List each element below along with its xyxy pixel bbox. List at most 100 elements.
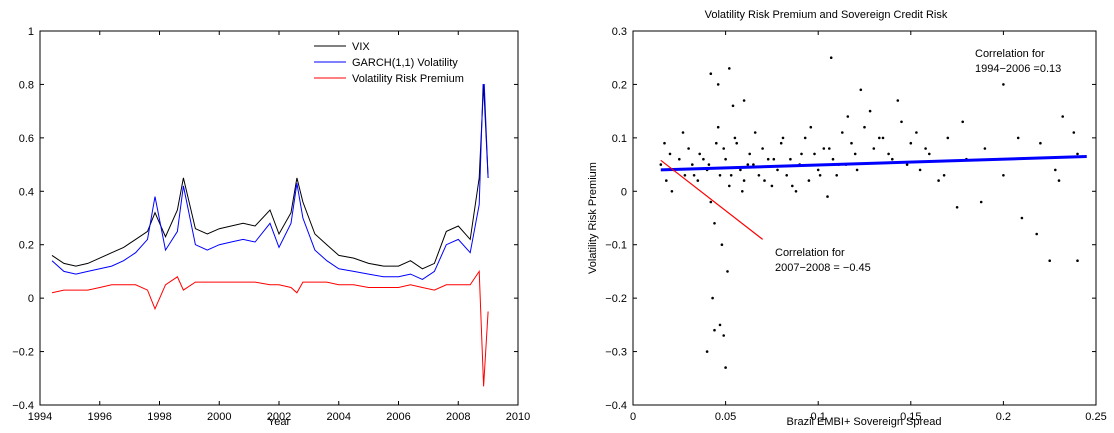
scatter-point xyxy=(826,195,829,198)
scatter-point xyxy=(868,109,872,113)
scatter-point xyxy=(683,174,687,177)
y-tick-label: 0.1 xyxy=(612,133,627,145)
right-trend-lines xyxy=(660,155,1087,240)
scatter-point xyxy=(1002,83,1005,86)
scatter-point xyxy=(928,152,931,156)
right-y-axis-label: Volatility Risk Premium xyxy=(587,162,599,274)
scatter-point xyxy=(924,147,927,150)
scatter-point xyxy=(728,67,731,70)
scatter-point xyxy=(715,141,718,145)
x-tick-label: 1998 xyxy=(147,411,171,423)
scatter-point xyxy=(983,147,987,150)
scatter-point xyxy=(785,174,788,177)
scatter-point xyxy=(729,174,733,177)
scatter-point xyxy=(741,190,744,193)
scatter-point xyxy=(946,136,950,140)
scatter-point xyxy=(709,72,713,75)
left-line-chart: 1994 1996 1998 2000 2002 2004 2006 2008 2010 −0.4… xyxy=(12,26,530,428)
scatter-point xyxy=(881,136,885,140)
scatter-point xyxy=(742,179,746,182)
trend-line-1994-2006 xyxy=(660,155,1087,172)
scatter-point xyxy=(681,131,685,134)
scatter-point xyxy=(687,147,690,150)
right-x-axis-label: Brazil EMBI+ Sovereign Spread xyxy=(787,416,942,428)
right-plot-area xyxy=(633,31,1096,405)
x-tick-label: 0.1 xyxy=(811,411,826,423)
annotation-red-line1: Correlation for xyxy=(775,247,845,259)
scatter-point xyxy=(835,174,838,177)
scatter-point xyxy=(779,141,783,145)
scatter-point xyxy=(692,174,696,177)
y-tick-label: 0.4 xyxy=(19,186,34,198)
annotation-red-line2: 2007−2008 = −0.45 xyxy=(775,262,871,274)
right-chart-title: Volatility Risk Premium and Sovereign Cr… xyxy=(705,9,948,21)
x-tick-label: 2004 xyxy=(327,411,351,423)
scatter-point xyxy=(1072,131,1076,134)
scatter-point xyxy=(800,152,803,156)
scatter-point xyxy=(733,136,737,140)
scatter-point xyxy=(918,168,922,172)
right-ticks: 0 0.05 0.1 0.15 0.2 0.25 −0.4 −0.3 −0.2 −0.1 0 0.1 0… xyxy=(605,26,1106,423)
scatter-point xyxy=(713,222,716,225)
scatter-point xyxy=(702,157,705,161)
y-tick-label: −0.2 xyxy=(605,293,627,305)
scatter-point xyxy=(1057,179,1061,182)
left-legend: VIX GARCH(1,1) Volatility Volatility Ris… xyxy=(308,38,500,85)
y-tick-label: 0 xyxy=(621,186,627,198)
trend-line-2007-2008 xyxy=(660,159,764,240)
scatter-point xyxy=(979,200,983,204)
scatter-point xyxy=(850,141,853,145)
scatter-point xyxy=(1054,168,1057,172)
scatter-point xyxy=(828,147,831,150)
scatter-point xyxy=(961,120,964,124)
scatter-point xyxy=(900,120,903,124)
scatter-point xyxy=(813,152,816,156)
scatter-point xyxy=(1002,174,1005,177)
scatter-point xyxy=(670,190,674,193)
legend-label-vix: VIX xyxy=(352,41,370,53)
scatter-point xyxy=(753,131,757,134)
scatter-point xyxy=(696,179,700,182)
scatter-point xyxy=(1016,136,1020,140)
scatter-point xyxy=(659,163,663,166)
x-tick-label: 2010 xyxy=(506,411,530,423)
x-tick-label: 0 xyxy=(630,411,636,423)
scatter-point xyxy=(809,125,813,129)
scatter-point xyxy=(770,184,774,188)
scatter-point xyxy=(872,147,876,150)
scatter-point xyxy=(829,56,833,59)
x-tick-label: 2002 xyxy=(267,411,291,423)
scatter-point xyxy=(818,174,822,177)
y-tick-label: −0.4 xyxy=(605,400,627,412)
x-tick-label: 0.05 xyxy=(715,411,736,423)
left-series-group xyxy=(51,68,489,387)
scatter-point xyxy=(807,179,811,182)
scatter-point xyxy=(711,296,714,300)
scatter-point xyxy=(831,157,835,161)
scatter-point xyxy=(742,99,746,102)
legend-label-vrp: Volatility Risk Premium xyxy=(352,73,464,85)
scatter-point xyxy=(1048,259,1051,263)
scatter-point xyxy=(909,141,913,145)
scatter-point xyxy=(757,174,761,177)
scatter-point xyxy=(816,168,820,172)
scatter-point xyxy=(887,152,890,156)
annotation-blue-line2: 1994−2006 =0.13 xyxy=(975,63,1061,75)
scatter-point xyxy=(1076,259,1079,263)
left-plot-area xyxy=(40,31,518,405)
scatter-point xyxy=(905,163,909,166)
scatter-point xyxy=(726,270,729,273)
y-tick-label: −0.1 xyxy=(605,240,627,252)
scatter-point xyxy=(859,88,863,92)
scatter-point xyxy=(766,157,770,161)
annotation-correlation-2007-2008: Correlation for 2007−2008 = −0.45 xyxy=(775,247,871,274)
y-tick-label: 0.3 xyxy=(612,26,627,38)
scatter-point xyxy=(748,152,751,156)
scatter-point xyxy=(841,131,844,134)
scatter-point xyxy=(781,136,785,140)
scatter-point xyxy=(722,147,725,150)
x-tick-label: 0.2 xyxy=(996,411,1011,423)
scatter-point xyxy=(718,174,722,177)
scatter-point xyxy=(863,125,866,129)
scatter-point xyxy=(716,125,720,129)
